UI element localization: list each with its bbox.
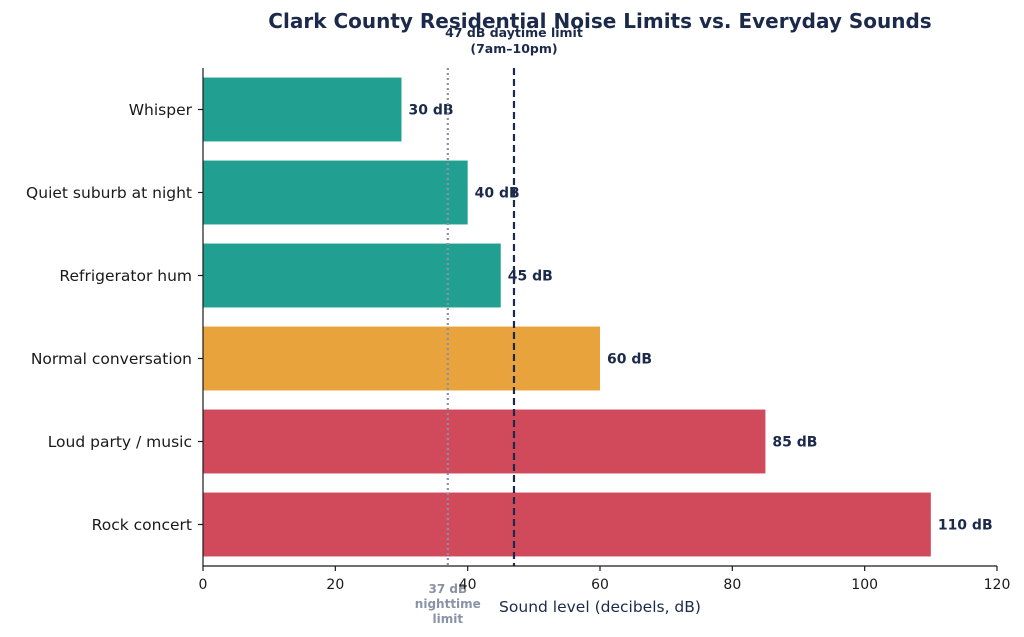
x-axis-label: Sound level (decibels, dB) bbox=[499, 598, 701, 616]
bar bbox=[203, 492, 931, 557]
category-label: Quiet suburb at night bbox=[26, 184, 192, 202]
reference-lines-group: 47 dB daytime limit(7am–10pm) 37 dBnightt… bbox=[415, 25, 583, 626]
x-tick-label: 120 bbox=[984, 577, 1011, 593]
x-tick-label: 80 bbox=[723, 577, 741, 593]
bar bbox=[203, 243, 501, 308]
x-tick-label: 60 bbox=[591, 577, 609, 593]
value-label: 110 dB bbox=[938, 518, 993, 534]
nighttime-limit-label: limit bbox=[433, 612, 464, 626]
value-label: 45 dB bbox=[508, 269, 553, 285]
category-label: Whisper bbox=[129, 101, 193, 119]
x-tick-label: 100 bbox=[851, 577, 878, 593]
nighttime-limit-label: nighttime bbox=[415, 597, 481, 611]
nighttime-limit-label: 37 dB bbox=[429, 582, 468, 596]
category-label: Normal conversation bbox=[31, 350, 192, 368]
axes-group: 0 20 40 60 80 100 120 bbox=[198, 68, 1010, 593]
category-label: Refrigerator hum bbox=[59, 267, 192, 285]
bars-group: Whisper 30 dB Quiet suburb at night 40 dB Re… bbox=[26, 77, 993, 557]
x-tick-label: 40 bbox=[459, 577, 477, 593]
bar bbox=[203, 160, 468, 225]
value-label: 85 dB bbox=[772, 435, 817, 451]
x-tick-label: 0 bbox=[199, 577, 208, 593]
value-label: 60 dB bbox=[607, 352, 652, 368]
value-label: 40 dB bbox=[475, 186, 520, 202]
bar bbox=[203, 326, 600, 391]
category-label: Loud party / music bbox=[48, 433, 192, 451]
category-label: Rock concert bbox=[92, 516, 192, 534]
value-label: 30 dB bbox=[409, 103, 454, 119]
x-tick-label: 20 bbox=[326, 577, 344, 593]
chart-title: Clark County Residential Noise Limits vs… bbox=[268, 9, 931, 33]
daytime-limit-label: (7am–10pm) bbox=[470, 41, 557, 56]
bar bbox=[203, 77, 402, 142]
bar bbox=[203, 409, 766, 474]
daytime-limit-label: 47 dB daytime limit bbox=[445, 25, 583, 40]
